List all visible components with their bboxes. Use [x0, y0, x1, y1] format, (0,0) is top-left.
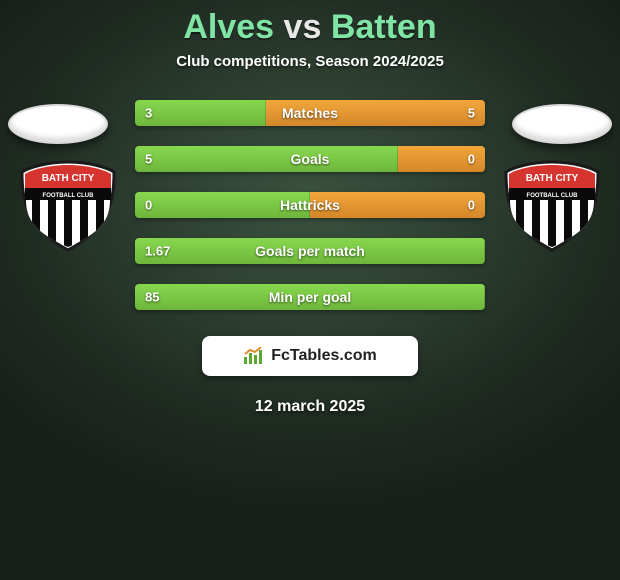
stat-bar: Hattricks 0 0: [135, 192, 485, 218]
site-logo-text: FcTables.com: [271, 347, 377, 365]
stat-label: Goals: [291, 151, 330, 167]
stat-label: Goals per match: [255, 243, 365, 259]
player-a-name: Alves: [183, 8, 274, 46]
stat-value-b: 0: [468, 152, 475, 167]
vs-label: vs: [284, 8, 322, 46]
site-logo: FcTables.com: [202, 336, 418, 376]
player-a-club-badge: BATH CITY FOOTBALL CLUB: [18, 160, 118, 252]
stat-value-b: 5: [468, 106, 475, 121]
stats-bars: Matches 3 5 Goals 5 0 Hattricks 0 0 Goals per mat…: [135, 100, 485, 310]
stat-label: Matches: [282, 105, 338, 121]
date-label: 12 march 2025: [0, 398, 620, 416]
stat-value-a: 0: [145, 198, 152, 213]
stat-value-a: 5: [145, 152, 152, 167]
svg-text:FOOTBALL CLUB: FOOTBALL CLUB: [43, 193, 95, 199]
svg-text:BATH CITY: BATH CITY: [42, 173, 95, 184]
stat-bar: Goals 5 0: [135, 146, 485, 172]
stat-bar-segment-a: [135, 146, 398, 172]
stat-bar: Goals per match 1.67: [135, 238, 485, 264]
stat-value-a: 85: [145, 290, 159, 305]
subtitle: Club competitions, Season 2024/2025: [0, 53, 620, 70]
stat-bar-segment-a: [135, 100, 266, 126]
stat-label: Hattricks: [280, 197, 340, 213]
stat-value-a: 1.67: [145, 244, 170, 259]
svg-text:BATH CITY: BATH CITY: [526, 173, 579, 184]
stat-value-a: 3: [145, 106, 152, 121]
stat-bar: Min per goal 85: [135, 284, 485, 310]
stat-value-b: 0: [468, 198, 475, 213]
stat-label: Min per goal: [269, 289, 351, 305]
svg-text:FOOTBALL CLUB: FOOTBALL CLUB: [527, 193, 579, 199]
stat-bar: Matches 3 5: [135, 100, 485, 126]
player-b-name: Batten: [331, 8, 437, 46]
chart-icon: [243, 347, 265, 365]
page-title: Alves vs Batten: [0, 8, 620, 47]
player-b-avatar: [512, 104, 612, 144]
player-b-club-badge: BATH CITY FOOTBALL CLUB: [502, 160, 602, 252]
player-a-avatar: [8, 104, 108, 144]
